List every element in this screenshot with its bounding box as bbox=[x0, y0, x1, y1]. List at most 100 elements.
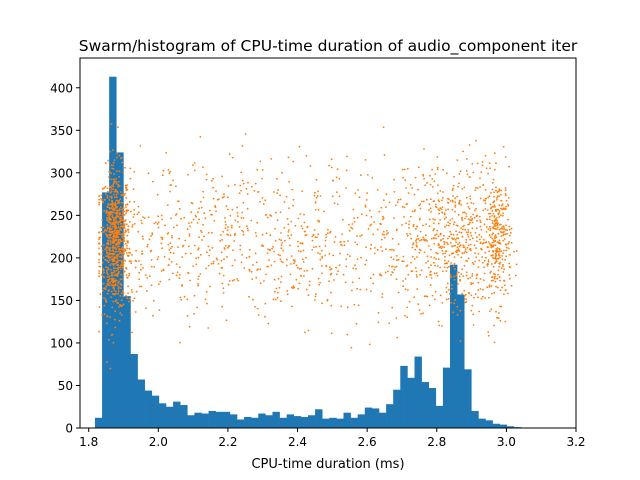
swarm-point bbox=[466, 173, 469, 176]
swarm-point bbox=[462, 211, 464, 214]
swarm-point bbox=[498, 195, 500, 198]
swarm-point bbox=[486, 209, 489, 211]
swarm-point bbox=[110, 207, 113, 210]
swarm-point bbox=[503, 226, 505, 228]
swarm-point bbox=[444, 262, 446, 265]
swarm-point bbox=[241, 253, 244, 256]
swarm-point bbox=[418, 204, 420, 207]
swarm-point bbox=[157, 226, 160, 229]
swarm-point bbox=[105, 266, 107, 269]
histogram-bar bbox=[350, 417, 358, 428]
swarm-point bbox=[109, 240, 112, 243]
swarm-point bbox=[493, 215, 496, 217]
swarm-point bbox=[471, 275, 474, 277]
swarm-point bbox=[129, 210, 132, 213]
swarm-point bbox=[390, 256, 393, 259]
swarm-point bbox=[124, 184, 127, 187]
swarm-point bbox=[348, 229, 351, 232]
swarm-point bbox=[436, 156, 439, 158]
swarm-point bbox=[302, 249, 305, 252]
swarm-point bbox=[445, 286, 448, 289]
swarm-point bbox=[273, 191, 275, 193]
swarm-point bbox=[484, 202, 487, 205]
swarm-point bbox=[364, 263, 367, 266]
swarm-point bbox=[113, 207, 115, 210]
swarm-point bbox=[438, 200, 441, 203]
swarm-point bbox=[108, 230, 111, 233]
swarm-point bbox=[343, 244, 346, 247]
swarm-point bbox=[231, 279, 234, 282]
swarm-point bbox=[149, 275, 151, 278]
swarm-point bbox=[119, 251, 122, 254]
swarm-point bbox=[313, 246, 315, 249]
swarm-point bbox=[116, 234, 118, 237]
swarm-point bbox=[339, 252, 341, 255]
swarm-point bbox=[262, 203, 265, 205]
swarm-point bbox=[107, 273, 109, 276]
swarm-point bbox=[299, 242, 302, 245]
swarm-point bbox=[125, 274, 128, 276]
swarm-point bbox=[109, 243, 112, 246]
swarm-point bbox=[345, 187, 347, 189]
swarm-point bbox=[437, 184, 439, 187]
swarm-point bbox=[435, 272, 438, 275]
swarm-point bbox=[467, 218, 470, 221]
swarm-point bbox=[107, 220, 109, 222]
swarm-point bbox=[458, 245, 461, 248]
swarm-point bbox=[113, 193, 115, 196]
swarm-point bbox=[419, 273, 422, 276]
histogram-bar bbox=[393, 389, 401, 428]
swarm-point bbox=[100, 226, 103, 229]
swarm-point bbox=[424, 184, 427, 187]
swarm-point bbox=[188, 325, 191, 328]
swarm-point bbox=[160, 214, 163, 217]
swarm-point bbox=[126, 234, 129, 237]
swarm-point bbox=[127, 229, 129, 232]
swarm-point bbox=[417, 166, 420, 169]
swarm-point bbox=[145, 307, 147, 310]
swarm-point bbox=[431, 294, 434, 297]
swarm-point bbox=[255, 235, 258, 238]
swarm-point bbox=[169, 242, 172, 245]
swarm-point bbox=[280, 244, 283, 246]
swarm-point bbox=[110, 280, 113, 283]
swarm-point bbox=[442, 191, 444, 193]
swarm-point bbox=[474, 293, 477, 296]
swarm-point bbox=[461, 292, 463, 295]
swarm-point bbox=[197, 278, 200, 280]
swarm-point bbox=[277, 253, 280, 256]
swarm-point bbox=[121, 255, 124, 257]
swarm-point bbox=[501, 255, 503, 257]
swarm-point bbox=[331, 179, 334, 182]
swarm-point bbox=[410, 261, 412, 264]
swarm-point bbox=[507, 204, 510, 207]
swarm-point bbox=[465, 212, 468, 215]
swarm-point bbox=[503, 208, 505, 210]
swarm-point bbox=[108, 216, 110, 218]
swarm-point bbox=[319, 253, 321, 255]
swarm-point bbox=[200, 206, 203, 209]
swarm-point bbox=[452, 184, 455, 187]
swarm-point bbox=[502, 214, 504, 217]
swarm-point bbox=[104, 300, 107, 302]
swarm-point bbox=[110, 290, 113, 293]
swarm-point bbox=[206, 302, 208, 305]
swarm-point bbox=[279, 254, 281, 257]
swarm-point bbox=[169, 190, 172, 193]
swarm-point bbox=[470, 309, 473, 312]
swarm-point bbox=[190, 211, 193, 214]
swarm-point bbox=[469, 176, 471, 178]
swarm-point bbox=[114, 281, 117, 283]
swarm-point bbox=[107, 280, 110, 282]
swarm-point bbox=[193, 162, 196, 164]
swarm-point bbox=[236, 212, 239, 214]
swarm-point bbox=[414, 176, 417, 179]
swarm-point bbox=[496, 224, 499, 227]
swarm-point bbox=[370, 243, 373, 246]
swarm-point bbox=[458, 241, 461, 244]
swarm-point bbox=[324, 254, 327, 257]
swarm-point bbox=[112, 216, 114, 219]
swarm-point bbox=[383, 234, 385, 236]
swarm-point bbox=[465, 293, 467, 296]
swarm-point bbox=[445, 262, 448, 264]
